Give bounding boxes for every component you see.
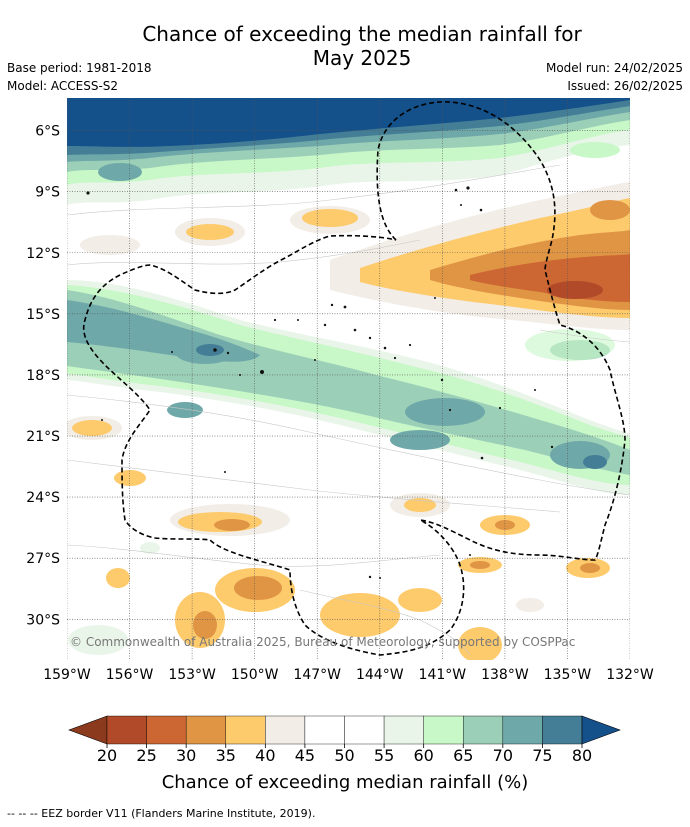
- copyright-notice: © Commonwealth of Australia 2025, Bureau…: [70, 635, 575, 649]
- lon-tick-label: 159°W: [43, 667, 91, 683]
- lat-tick-label: 24°S: [26, 490, 60, 506]
- colorbar-segment: [185, 715, 226, 745]
- colorbar-segment: [542, 715, 583, 745]
- colorbar-tick-label: 25: [136, 746, 156, 765]
- colorbar-segment: [106, 715, 147, 745]
- lon-tick-label: 138°W: [481, 667, 529, 683]
- colorbar-tick-label: 60: [413, 746, 433, 765]
- lon-tick-label: 132°W: [606, 667, 654, 683]
- eez-legend-footnote: -- -- -- EEZ border V11 (Flanders Marine…: [7, 807, 316, 820]
- model-info: Base period: 1981-2018 Model: ACCESS-S2: [7, 59, 152, 95]
- lat-tick-label: 30°S: [26, 612, 60, 628]
- eez-border: [83, 101, 626, 656]
- field-north-navy: [67, 98, 630, 147]
- run-info: Model run: 24/02/2025 Issued: 26/02/2025: [546, 59, 683, 95]
- base-period-label: Base period: 1981-2018: [7, 61, 152, 75]
- colorbar-tick-label: 80: [572, 746, 592, 765]
- colorbar-tick-label: 65: [453, 746, 473, 765]
- lon-tick-label: 153°W: [168, 667, 216, 683]
- lon-tick-label: 144°W: [356, 667, 404, 683]
- colorbar-tick-label: 55: [374, 746, 394, 765]
- colorbar-segment: [502, 715, 543, 745]
- lat-tick-label: 12°S: [26, 246, 60, 262]
- colorbar-arrow-high: [581, 715, 621, 745]
- colorbar-tick-label: 20: [97, 746, 117, 765]
- lat-tick-label: 6°S: [35, 124, 60, 140]
- map-title-line-1: Chance of exceeding the median rainfall …: [142, 22, 582, 46]
- lat-tick-label: 15°S: [26, 307, 60, 323]
- colorbar-label: Chance of exceeding median rainfall (%): [162, 772, 529, 793]
- colorbar-tick-label: 30: [176, 746, 196, 765]
- issued-label: Issued: 26/02/2025: [567, 79, 683, 93]
- latitude-labels: 6°S 9°S 12°S 15°S 18°S 21°S 24°S 27°S 30°S: [26, 124, 60, 629]
- contour-lines: [67, 164, 630, 656]
- map-title: Chance of exceeding the median rainfall …: [0, 22, 690, 70]
- colorbar-tick-label: 45: [295, 746, 315, 765]
- islands: [86, 186, 554, 579]
- model-label: Model: ACCESS-S2: [7, 79, 119, 93]
- lat-tick-label: 18°S: [26, 368, 60, 384]
- lat-tick-label: 21°S: [26, 429, 60, 445]
- lon-tick-label: 147°W: [293, 667, 341, 683]
- lat-tick-label: 9°S: [35, 185, 60, 201]
- lon-tick-label: 141°W: [419, 667, 467, 683]
- graticule: [67, 98, 630, 660]
- lon-tick-label: 135°W: [544, 667, 592, 683]
- colorbar-segment: [265, 715, 306, 745]
- colorbar-arrow-low: [68, 715, 108, 745]
- colorbar-tick-label: 40: [255, 746, 275, 765]
- model-run-label: Model run: 24/02/2025: [545, 61, 683, 75]
- lat-tick-label: 27°S: [26, 551, 60, 567]
- colorbar-segment: [304, 715, 345, 745]
- colorbar-segment: [423, 715, 464, 745]
- colorbar-segment: [225, 715, 266, 745]
- lon-tick-label: 150°W: [231, 667, 279, 683]
- colorbar-segment: [146, 715, 187, 745]
- colorbar-tick-label: 75: [532, 746, 552, 765]
- lon-tick-label: 156°W: [106, 667, 154, 683]
- colorbar-segment: [344, 715, 385, 745]
- colorbar-tick-label: 50: [334, 746, 354, 765]
- map-title-line-2: May 2025: [312, 46, 412, 70]
- colorbar: 20 25 30 35 40 45 50 55 60 65 70 75 80: [68, 715, 621, 765]
- colorbar-tick-label: 70: [493, 746, 513, 765]
- colorbar-segment: [383, 715, 424, 745]
- longitude-labels: 159°W 156°W 153°W 150°W 147°W 144°W 141°W 138°W…: [43, 667, 654, 683]
- colorbar-segment: [463, 715, 504, 745]
- probability-field: [67, 98, 630, 660]
- colorbar-tick-label: 35: [216, 746, 236, 765]
